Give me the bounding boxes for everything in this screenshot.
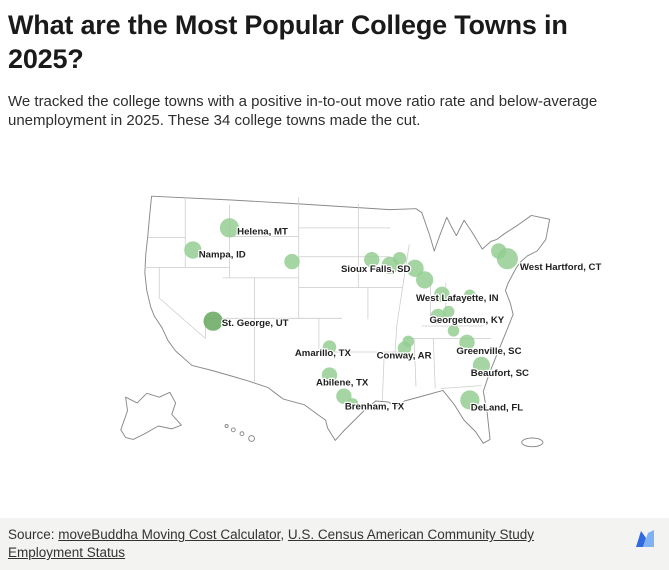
town-dot <box>434 286 450 302</box>
town-dot <box>442 305 455 318</box>
town-dots <box>184 218 518 410</box>
town-label: Amarillo, TX <box>295 348 352 359</box>
town-dot <box>364 251 380 268</box>
town-dot <box>203 311 223 331</box>
page-title: What are the Most Popular College Towns … <box>8 10 568 74</box>
us-map: Helena, MT Nampa, ID Sioux Falls, SD West H… <box>120 195 603 448</box>
town-dot <box>430 308 446 325</box>
state-boundaries <box>144 197 491 402</box>
source-link-census[interactable]: U.S. Census American Community Study Emp… <box>8 527 535 560</box>
town-label: St. George, UT <box>222 318 289 329</box>
town-label: Helena, MT <box>237 227 288 238</box>
footer: Source: moveBuddha Moving Cost Calculato… <box>0 518 669 570</box>
town-dot <box>322 340 337 354</box>
town-dot <box>491 243 507 259</box>
town-label: Greenville, SC <box>456 346 521 357</box>
town-dot <box>472 356 491 375</box>
town-dot <box>321 367 338 383</box>
town-dot <box>459 334 475 351</box>
town-dot <box>447 325 460 337</box>
town-label: Brenham, TX <box>345 402 405 413</box>
town-dot <box>416 271 434 289</box>
town-dot <box>336 388 352 404</box>
source-label: Source: <box>8 527 59 542</box>
us-map-container: Helena, MT Nampa, ID Sioux Falls, SD West H… <box>116 190 616 462</box>
town-dot <box>219 218 240 238</box>
page-subtitle: We tracked the college towns with a posi… <box>8 93 598 129</box>
town-label: Abilene, TX <box>316 378 369 389</box>
town-label: Conway, AR <box>377 351 432 362</box>
town-label: Nampa, ID <box>199 250 246 261</box>
alaska-outline <box>120 391 182 440</box>
movebuddha-logo[interactable] <box>633 527 657 551</box>
town-dot <box>284 253 300 270</box>
town-label: DeLand, FL <box>471 403 523 414</box>
town-label: Georgetown, KY <box>429 315 504 326</box>
town-dot <box>464 289 476 301</box>
town-label: Beaufort, SC <box>471 368 529 379</box>
us-lower48-outline <box>144 195 551 444</box>
movebuddha-logo-icon <box>636 530 654 547</box>
town-dot <box>346 398 359 410</box>
town-label: West Lafayette, IN <box>416 293 499 304</box>
town-dot <box>406 259 424 277</box>
source-link-movebuddha[interactable]: moveBuddha Moving Cost Calculator <box>58 527 281 542</box>
town-dot <box>460 390 480 410</box>
source-line: Source: moveBuddha Moving Cost Calculato… <box>8 526 608 562</box>
town-dot <box>392 251 407 266</box>
hawaii-islands <box>224 423 255 442</box>
town-labels: Helena, MT Nampa, ID Sioux Falls, SD West H… <box>197 225 602 414</box>
town-dot <box>184 241 202 259</box>
map-inset-shape <box>521 437 544 448</box>
source-separator: , <box>280 527 288 542</box>
town-label: Sioux Falls, SD <box>341 264 410 275</box>
town-label: West Hartford, CT <box>520 262 602 273</box>
town-dot <box>402 335 415 348</box>
